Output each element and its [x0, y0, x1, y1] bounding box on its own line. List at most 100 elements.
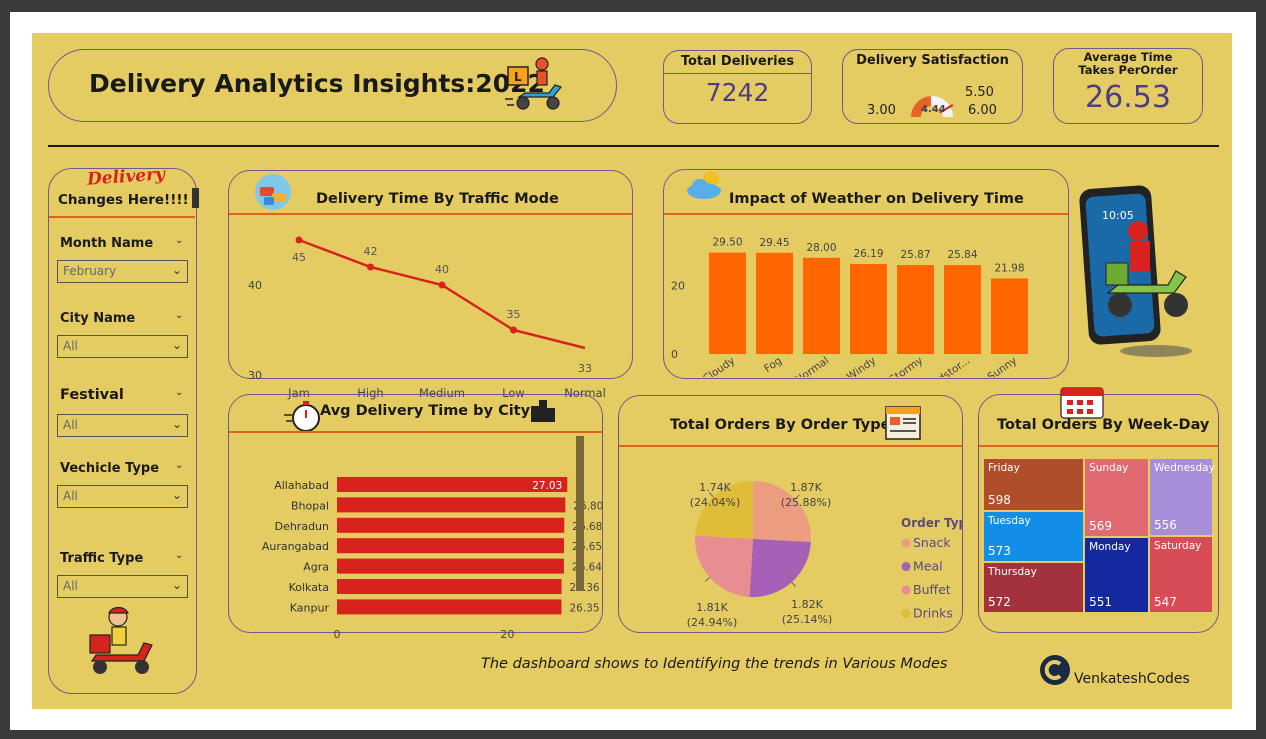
brand-name: VenkateshCodes — [1074, 671, 1190, 687]
gauge-value-label: 4.44 — [921, 104, 946, 115]
chevron-down-icon[interactable]: ⌄ — [175, 550, 184, 561]
x-tick-label: High — [357, 386, 383, 400]
leader-line — [704, 577, 710, 582]
slice-value-label: 1.81K — [696, 601, 728, 614]
legend-label[interactable]: Meal — [913, 559, 943, 574]
pie-slice[interactable] — [695, 481, 753, 539]
data-label: 33 — [578, 362, 592, 375]
slice-percent-label: (24.94%) — [687, 616, 738, 629]
bar[interactable] — [850, 263, 887, 354]
vehicle-type-dropdown[interactable]: All ⌄ — [57, 485, 188, 508]
leader-line — [791, 581, 797, 588]
data-point[interactable] — [367, 263, 374, 271]
data-label: 42 — [364, 245, 378, 258]
kpi-delivery-satisfaction: Delivery Satisfaction — [842, 49, 1023, 124]
y-tick-label: 0 — [671, 348, 678, 361]
bar[interactable] — [897, 265, 934, 354]
scooter-delivery-icon: L — [505, 55, 567, 117]
traffic-type-dropdown[interactable]: All ⌄ — [57, 575, 188, 598]
traffic-line-chart: 30 40 45 Jam 42 High 40 Medium 35 Low 33 Normal — [248, 236, 606, 400]
data-label: 29.50 — [712, 237, 742, 249]
chevron-down-icon: ⌄ — [171, 263, 182, 277]
y-tick-label: Aurangabad — [262, 540, 329, 553]
kpi-label: Total Deliveries — [680, 54, 795, 69]
kpi-average-time: Average Time Takes PerOrder 26.53 — [1053, 48, 1203, 124]
bar[interactable] — [944, 265, 981, 354]
treemap-cell[interactable]: Friday 598 — [984, 459, 1084, 511]
treemap-value: 573 — [988, 544, 1011, 559]
chevron-down-icon[interactable]: ⌄ — [175, 387, 184, 398]
treemap-label: Tuesday — [988, 515, 1031, 528]
traffic-chart-title: Delivery Time By Traffic Mode — [316, 191, 559, 207]
pie-slice[interactable] — [749, 539, 811, 597]
treemap-cell[interactable]: Thursday 572 — [984, 563, 1084, 612]
treemap-label: Sunday — [1089, 462, 1129, 474]
chevron-down-icon: ⌄ — [171, 338, 182, 352]
filter-vehicle-label: Vechicle Type — [60, 461, 160, 476]
bar[interactable] — [337, 599, 562, 615]
gauge-fill — [911, 96, 932, 117]
bar[interactable] — [337, 538, 565, 554]
pie-slice[interactable] — [695, 535, 753, 597]
bar[interactable] — [337, 497, 566, 513]
treemap-value: 569 — [1089, 518, 1112, 533]
y-tick-label: Agra — [303, 561, 329, 574]
data-label: 25.87 — [900, 249, 930, 261]
data-label: 26.35 — [569, 602, 599, 614]
bar[interactable] — [803, 257, 840, 354]
city-name-value: All — [63, 339, 78, 353]
legend-label[interactable]: Snack — [913, 535, 951, 550]
treemap-cell[interactable]: Monday 551 — [1085, 537, 1149, 612]
city-name-dropdown[interactable]: All ⌄ — [57, 335, 188, 358]
weekday-treemap: Friday 598 Tuesday 573 Thursday 572 Sunday 569 M… — [984, 459, 1215, 614]
festival-dropdown[interactable]: All ⌄ — [57, 414, 188, 437]
chevron-down-icon: ⌄ — [171, 488, 182, 502]
legend-label[interactable]: Buffet — [913, 582, 951, 597]
pie-slice[interactable] — [753, 481, 811, 543]
month-name-value: February — [63, 264, 117, 278]
bar[interactable] — [991, 278, 1028, 354]
x-tick-label: 0 — [334, 628, 341, 641]
data-point[interactable] — [295, 236, 303, 244]
gauge-min-label: 3.00 — [867, 103, 896, 118]
data-label: 35 — [507, 308, 521, 321]
treemap-cell[interactable]: Wednesday 556 — [1150, 459, 1215, 536]
legend-label[interactable]: Drinks — [913, 606, 953, 621]
chevron-down-icon[interactable]: ⌄ — [175, 460, 184, 471]
weather-chart-title: Impact of Weather on Delivery Time — [729, 191, 1024, 207]
kpi-value: 26.53 — [1085, 80, 1171, 115]
slice-percent-label: (25.14%) — [782, 613, 833, 626]
bar[interactable] — [756, 252, 793, 354]
chevron-down-icon[interactable]: ⌄ — [175, 235, 184, 246]
bar[interactable] — [337, 517, 565, 533]
panel-divider — [229, 213, 632, 215]
y-tick-label: Kolkata — [289, 581, 329, 594]
gauge-target-marker — [939, 104, 954, 114]
treemap-value: 556 — [1154, 518, 1177, 533]
legend-marker — [901, 538, 911, 548]
treemap-label: Wednesday — [1154, 462, 1215, 474]
bar[interactable] — [337, 579, 562, 594]
page-title: Delivery Analytics Insights:2022 — [89, 69, 545, 98]
treemap-cell[interactable]: Sunday 569 — [1085, 459, 1149, 536]
month-name-dropdown[interactable]: February ⌄ — [57, 260, 188, 283]
legend-title: Order Type — [901, 516, 963, 530]
menu-board-icon — [884, 403, 922, 441]
bar[interactable] — [337, 477, 568, 492]
data-point[interactable] — [510, 326, 517, 334]
treemap-label: Friday — [988, 462, 1020, 474]
bar[interactable] — [709, 252, 746, 354]
treemap-cell[interactable]: Saturday 547 — [1150, 537, 1212, 612]
treemap-cell[interactable]: Tuesday 573 — [984, 512, 1084, 562]
legend-marker — [901, 609, 911, 618]
chevron-down-icon: ⌄ — [171, 578, 182, 592]
sidebar-scrollbar[interactable] — [192, 188, 199, 208]
chevron-down-icon[interactable]: ⌄ — [175, 310, 184, 321]
data-point[interactable] — [438, 281, 446, 289]
data-label: 25.84 — [947, 249, 977, 261]
city-chart-title: Avg Delivery Time by City — [320, 403, 531, 419]
y-tick-label: 40 — [248, 279, 262, 292]
filter-festival-label: Festival — [60, 387, 124, 403]
chart-scrollbar[interactable] — [576, 436, 584, 591]
bar[interactable] — [337, 558, 564, 574]
